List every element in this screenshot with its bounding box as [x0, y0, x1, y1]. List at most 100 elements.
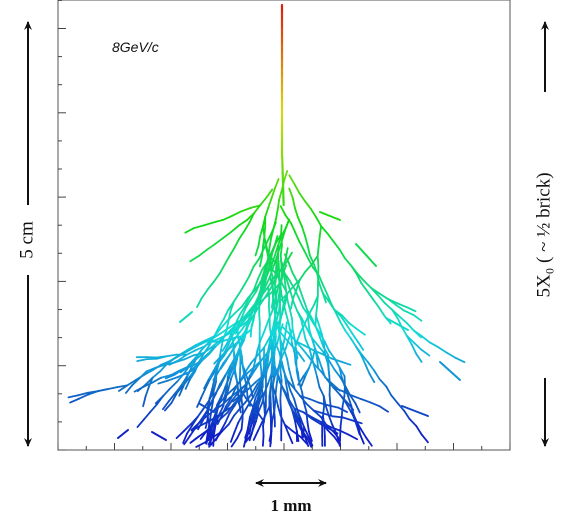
track [178, 385, 185, 397]
track [142, 395, 147, 408]
track [296, 280, 302, 292]
track [312, 409, 322, 418]
track [363, 280, 373, 290]
track [390, 394, 399, 404]
track [318, 225, 323, 237]
track [331, 423, 338, 435]
track [315, 216, 323, 228]
track [295, 419, 303, 431]
track [367, 361, 376, 372]
track [279, 369, 283, 382]
ticks [57, 0, 511, 451]
track [293, 288, 301, 300]
track [230, 437, 239, 448]
track [333, 368, 342, 379]
track [256, 269, 263, 281]
track [283, 423, 290, 435]
track [261, 434, 265, 447]
track [174, 358, 186, 364]
track [300, 318, 305, 331]
track [249, 204, 262, 209]
track [306, 308, 313, 320]
track [340, 405, 344, 417]
track [206, 281, 215, 291]
track [307, 318, 311, 331]
track [291, 279, 301, 288]
track [284, 393, 291, 405]
track [261, 281, 267, 293]
track [293, 407, 305, 414]
track [197, 249, 208, 257]
track [355, 273, 363, 285]
track [359, 428, 367, 439]
track [170, 393, 178, 404]
track [272, 395, 275, 408]
track [214, 430, 223, 441]
track [292, 387, 301, 397]
track [291, 196, 296, 209]
track [281, 266, 285, 279]
track [317, 235, 321, 247]
track [334, 311, 341, 323]
track [304, 263, 313, 273]
track [268, 335, 272, 348]
track [213, 355, 222, 365]
track [315, 304, 319, 317]
track [231, 391, 240, 402]
track [323, 340, 330, 352]
track [249, 407, 255, 420]
track [286, 358, 290, 370]
track [234, 324, 242, 335]
track [240, 418, 244, 431]
track [303, 249, 310, 261]
track [272, 304, 279, 316]
track [182, 423, 192, 433]
track [280, 260, 288, 271]
track [225, 387, 235, 397]
track [202, 346, 213, 354]
track [267, 255, 271, 267]
track [220, 423, 230, 433]
track [378, 405, 389, 413]
track [144, 376, 154, 386]
track [264, 206, 270, 218]
track [294, 420, 298, 433]
track [343, 257, 353, 267]
left-scale-label: 5 cm [16, 221, 37, 259]
track [255, 296, 260, 309]
track [218, 353, 227, 364]
track [215, 383, 221, 395]
track [350, 264, 358, 276]
track [341, 395, 346, 407]
track [143, 410, 152, 421]
track [269, 375, 273, 388]
track [303, 426, 310, 438]
track [234, 321, 244, 330]
track [385, 317, 409, 331]
track [228, 247, 236, 258]
track [315, 326, 321, 338]
track [227, 310, 232, 322]
track [269, 325, 275, 338]
track [304, 338, 311, 350]
track [243, 275, 251, 286]
track [293, 407, 299, 419]
track [356, 340, 365, 351]
track [244, 307, 253, 318]
track [238, 305, 246, 316]
track [320, 225, 329, 235]
track [175, 430, 185, 440]
track [272, 333, 276, 345]
track [271, 242, 277, 254]
track [299, 290, 305, 302]
track [272, 315, 276, 328]
track [318, 324, 323, 336]
track [286, 379, 292, 391]
track [282, 370, 289, 382]
track [256, 339, 262, 352]
track [332, 386, 342, 396]
track [279, 339, 283, 352]
track [208, 387, 214, 400]
